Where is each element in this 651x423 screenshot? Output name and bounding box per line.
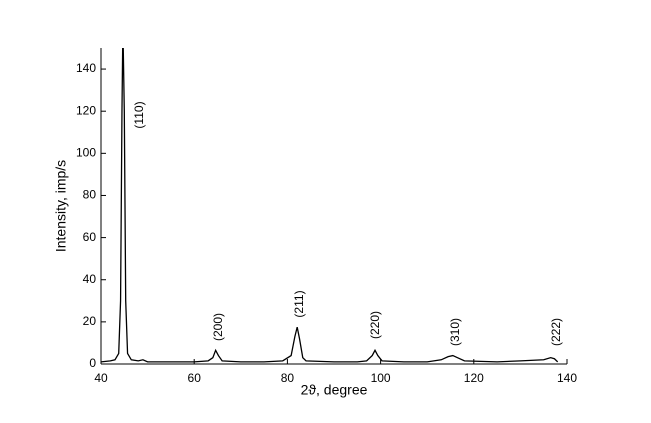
y-tick-label: 0: [89, 356, 96, 370]
y-tick-label: 100: [76, 146, 96, 160]
y-tick-label: 120: [76, 103, 96, 117]
y-tick-label: 40: [83, 272, 97, 286]
y-tick-label: 140: [76, 61, 96, 75]
x-tick-label: 80: [281, 371, 295, 385]
x-tick-label: 40: [94, 371, 108, 385]
x-tick-label: 140: [557, 371, 577, 385]
peak-label: (220): [368, 311, 382, 339]
peak-label: (310): [448, 318, 462, 346]
peak-label: (110): [132, 101, 146, 128]
y-tick-label: 20: [83, 314, 97, 328]
peak-label: (211): [292, 290, 306, 317]
x-tick-label: 100: [371, 371, 391, 385]
peak-label: (222): [549, 318, 563, 346]
x-tick-label: 120: [464, 371, 484, 385]
y-axis-title: Intensity, imp/s: [53, 160, 69, 252]
y-tick-label: 80: [83, 188, 97, 202]
x-tick-label: 60: [188, 371, 202, 385]
x-axis-title: 2ϑ, degree: [301, 382, 368, 398]
y-tick-label: 60: [83, 230, 97, 244]
peak-label: (200): [211, 313, 225, 341]
line: [101, 48, 559, 363]
